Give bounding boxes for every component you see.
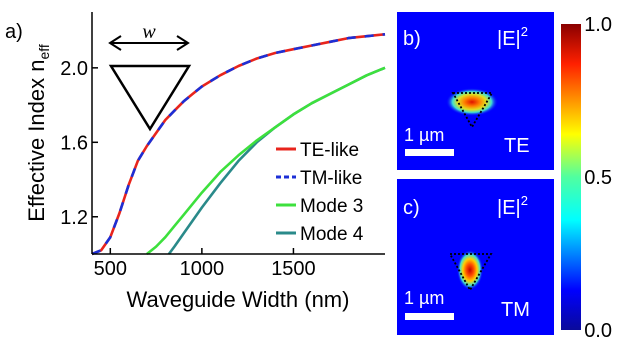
x-axis-label: Waveguide Width (nm) [127,287,350,312]
width-arrow-left-head [108,35,122,51]
field-label-c-power: 2 [521,193,528,208]
mode-label-tm: TM [501,299,530,321]
panel-label-c: c) [403,197,420,219]
x-tick-label: 1500 [271,258,316,280]
field-label-c: |E|2 [497,193,528,219]
tm-mode-intensity [457,250,483,290]
legend-label-tm-like: TM-like [300,168,362,189]
scale-bar-c [405,313,454,320]
colorbar-tick-label: 0.0 [584,320,612,342]
panel-c: c) |E|2 1 µm TM [397,179,554,335]
y-tick-label: 2.0 [60,58,88,80]
x-tick-label: 500 [94,258,127,280]
x-tick-label: 1000 [180,258,225,280]
scale-bar-label-b: 1 µm [404,125,444,145]
triangle-waveguide-outline [108,64,192,132]
legend-label-mode-3: Mode 3 [300,196,363,217]
y-axis-label-main: Effective Index n [24,60,49,222]
colorbar-tick-label: 1.0 [584,14,612,36]
field-label-c-main: |E| [497,197,521,219]
y-axis-label-subscript: eff [36,44,52,59]
colorbar-ticks: 1.0 0.5 0.0 [584,14,612,342]
panel-a: a) 500 1000 1500 1.2 1.6 2.0 Waveguide Width… [5,12,386,312]
te-waveguide-outline [451,92,494,129]
panel-b: b) |E|2 1 µm TE [397,12,554,170]
y-tick-label: 1.6 [60,132,88,154]
y-tick-label: 1.2 [60,207,88,229]
y-axis-label: Effective Index neff [24,44,52,222]
legend: TE-like TM-like Mode 3 Mode 4 [276,140,364,245]
y-ticks: 1.2 1.6 2.0 [60,58,98,229]
tm-waveguide-outline [448,253,493,292]
colorbar-tick-label: 0.5 [584,167,612,189]
scale-bar-b [405,149,454,156]
width-symbol: w [142,21,156,43]
field-label-b-main: |E| [497,28,521,50]
mode-label-te: TE [504,135,530,157]
field-label-b-power: 2 [521,24,528,39]
y-axis-label-group: Effective Index neff [24,44,52,222]
series-line-tm-like [91,33,386,256]
legend-label-te-like: TE-like [300,140,359,161]
waveguide-sketch-inset: w [108,21,192,132]
panel-label-a: a) [5,21,23,43]
field-label-b: |E|2 [497,24,528,50]
panel-label-b: b) [403,28,421,50]
colorbar: 1.0 0.5 0.0 [561,14,612,342]
colorbar-gradient [561,24,581,330]
width-arrow-right-head [176,35,190,51]
legend-label-mode-4: Mode 4 [300,224,364,245]
x-ticks: 500 1000 1500 [94,248,316,280]
scale-bar-label-c: 1 µm [404,288,444,308]
series-line-mode-3 [146,66,386,256]
plot-area [91,33,386,256]
te-mode-intensity [446,88,498,116]
